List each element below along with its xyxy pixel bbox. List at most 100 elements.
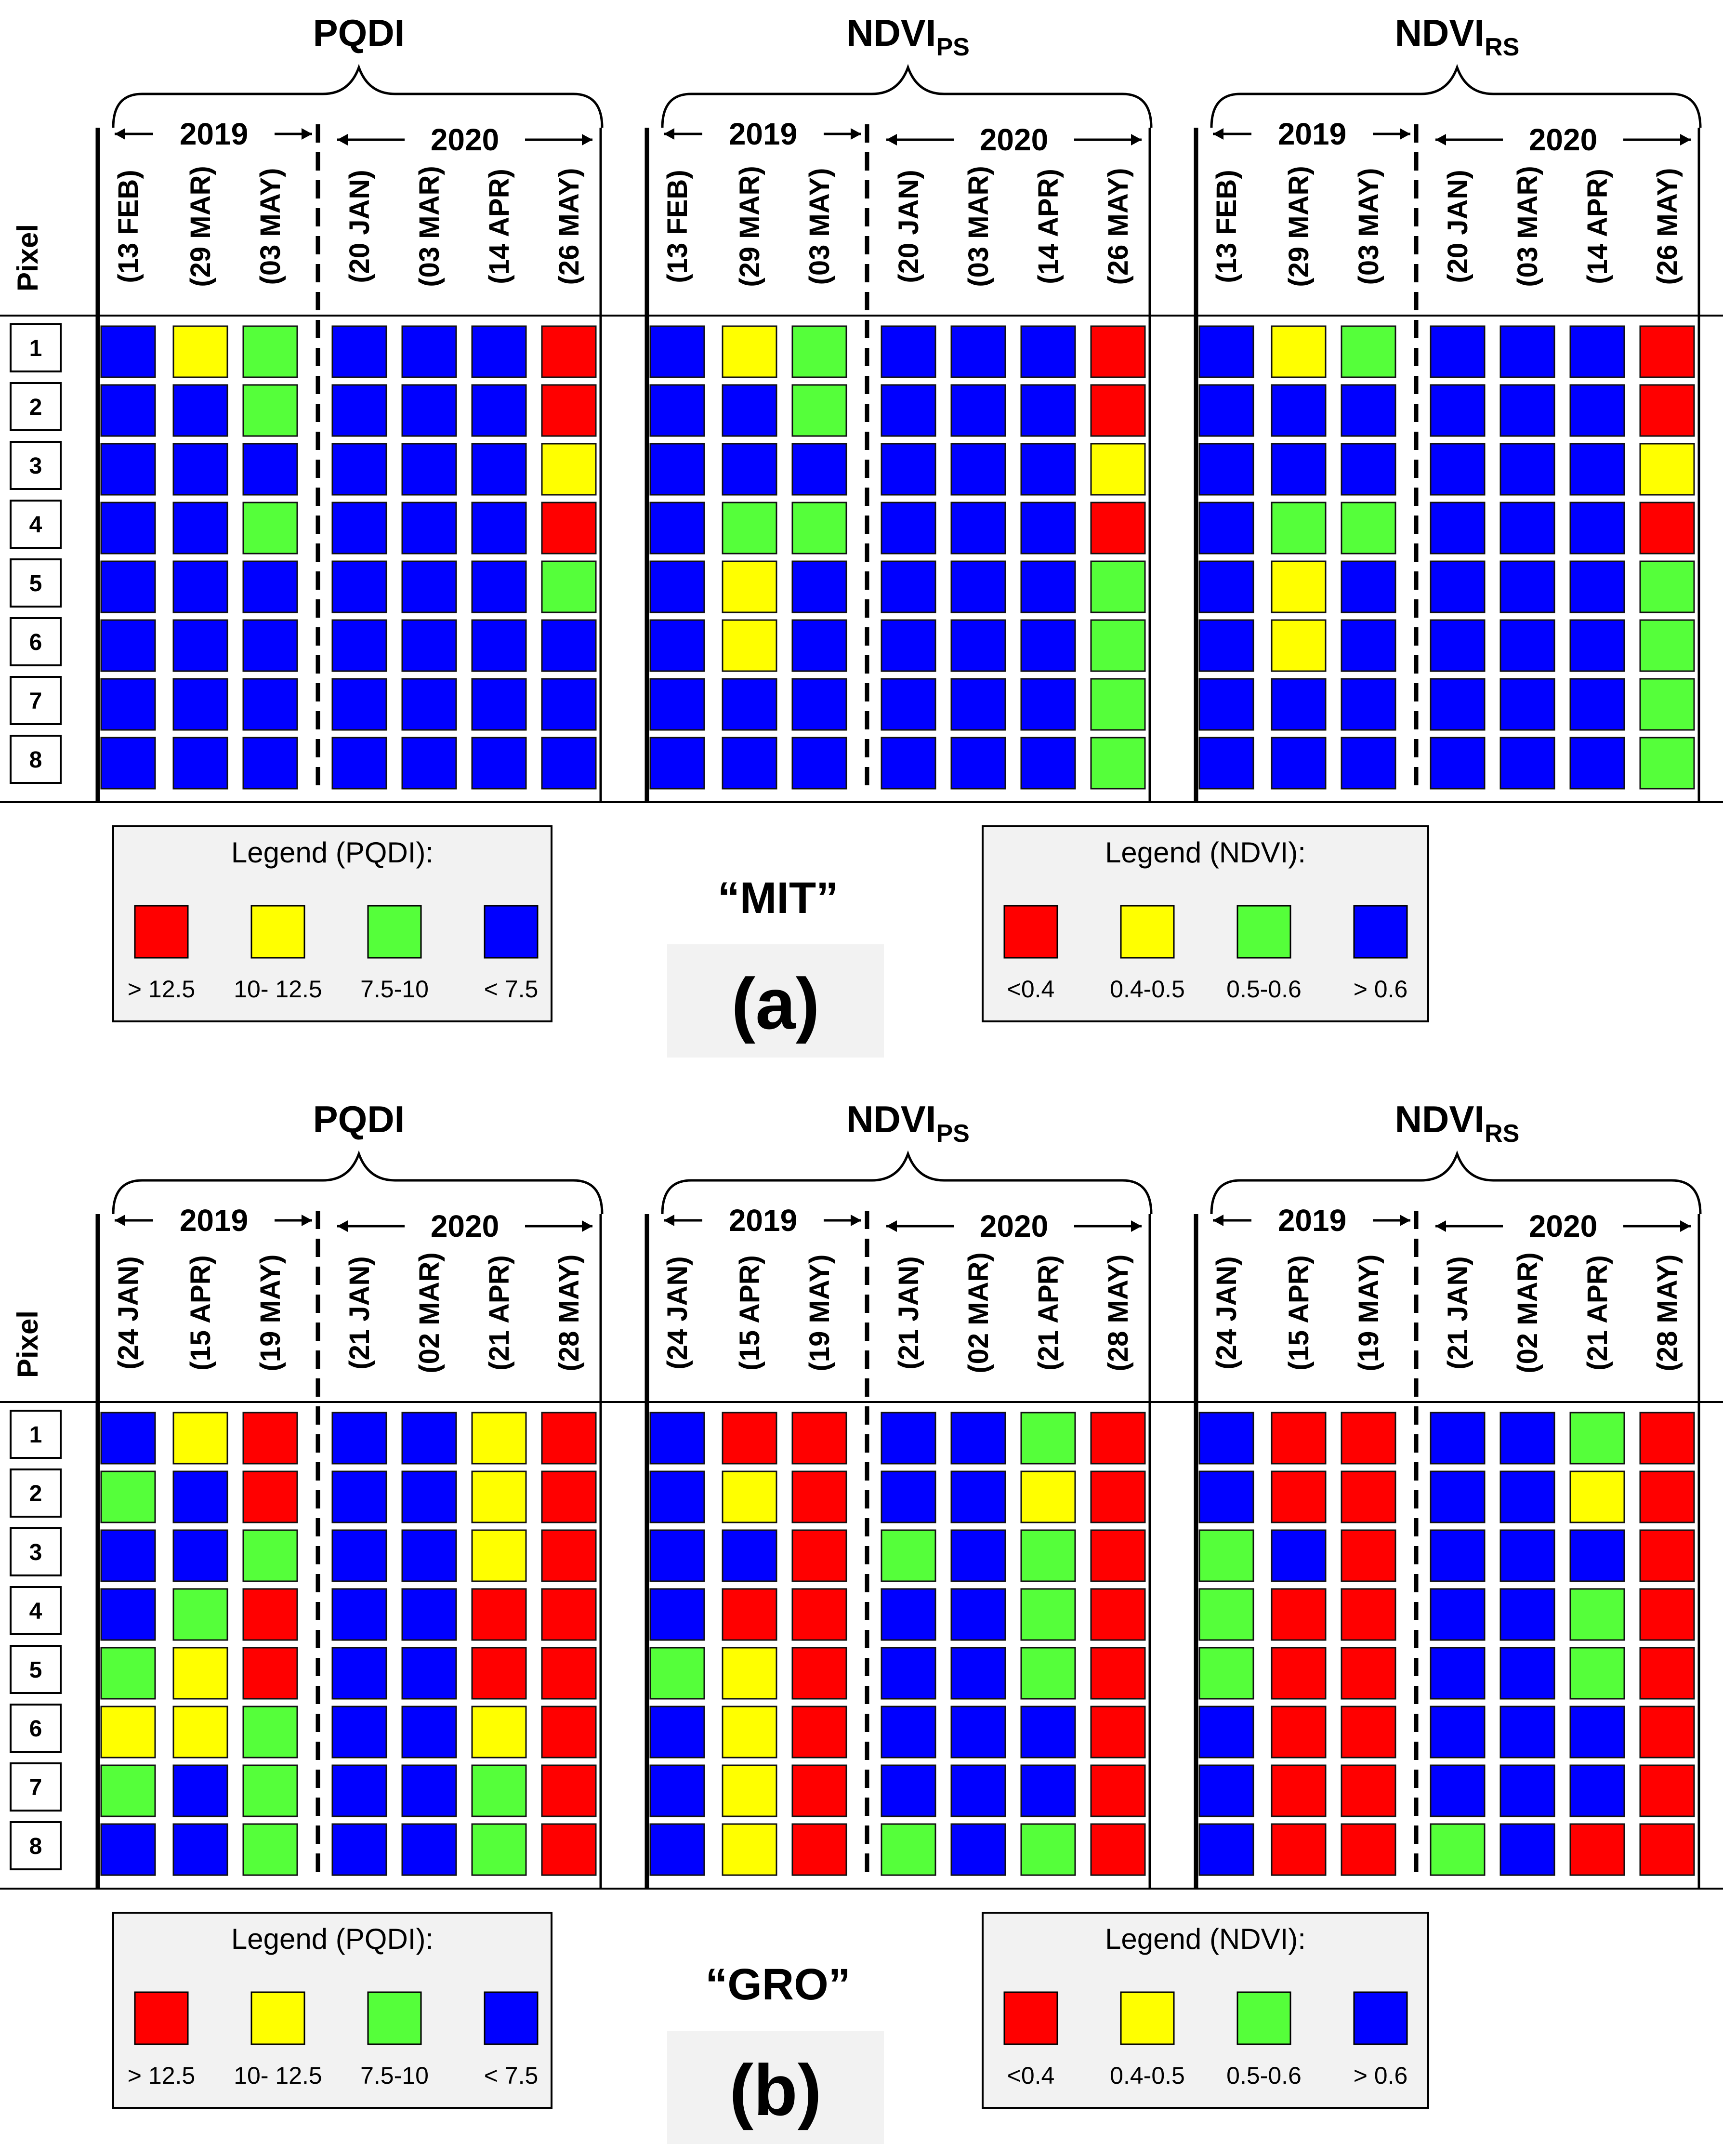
- index-block-0: PQDI 2019 2020 (13 FEB) (29 MAR) (03 MAY) (20 …: [95, 12, 604, 802]
- heatmap-cell: [1198, 1529, 1254, 1582]
- heatmap-cell: [401, 502, 457, 555]
- date-tick-label: (21 APR): [1033, 1255, 1064, 1371]
- heatmap-cell: [881, 1706, 936, 1759]
- heatmap-cell: [471, 1647, 527, 1700]
- pixel-header: Pixel: [12, 1310, 44, 1378]
- heatmap-cell: [722, 1706, 777, 1759]
- heatmap-cell: [1090, 737, 1146, 790]
- date-tick-label: (20 JAN): [344, 170, 375, 283]
- heatmap-cell: [1639, 325, 1695, 378]
- year-2019-arrow-left-head-left: [664, 1215, 674, 1226]
- heatmap-cell: [950, 1706, 1006, 1759]
- date-tick-label: (19 MAY): [1353, 1255, 1384, 1372]
- heatmap-cell: [541, 443, 597, 496]
- date-tick-label: (14 APR): [484, 169, 515, 284]
- heatmap-cell: [331, 1764, 387, 1817]
- heatmap-cell: [1090, 325, 1146, 378]
- heatmap-cell: [100, 737, 156, 790]
- heatmap-cell: [242, 443, 298, 496]
- heatmap-cell: [722, 619, 777, 672]
- heatmap-cell: [722, 384, 777, 437]
- heatmap-cell: [649, 678, 705, 731]
- heatmap-cell: [1090, 1764, 1146, 1817]
- index-block-0: PQDI 2019 2020 (24 JAN) (15 APR) (19 MAY) (21 …: [95, 1098, 604, 1889]
- year-2020-arrow-left-head-left: [886, 1220, 897, 1232]
- legend-label: 10- 12.5: [234, 2062, 322, 2089]
- index-block-2: NDVIRS 2019 2020 (24 JAN) (15 APR) (19 MAY) (2…: [1194, 1098, 1702, 1889]
- legend-swatch: [1353, 905, 1408, 959]
- pixel-number-box: [10, 1645, 62, 1694]
- heatmap-cell: [791, 1706, 847, 1759]
- heatmap-cell: [1499, 1823, 1555, 1876]
- heatmap-cell: [1569, 1647, 1625, 1700]
- heatmap-cell: [172, 619, 228, 672]
- date-tick-label: (24 JAN): [662, 1256, 693, 1369]
- year-2020-arrow-left-head-left: [886, 134, 897, 145]
- heatmap-cell: [1020, 1647, 1076, 1700]
- heatmap-cell: [1090, 1412, 1146, 1465]
- heatmap-cell: [722, 1588, 777, 1641]
- legend-label: > 0.6: [1354, 2062, 1408, 2089]
- legend-swatch: [250, 1991, 305, 2045]
- heatmap-cell: [541, 1412, 597, 1465]
- pixel-number-box: [10, 1704, 62, 1753]
- heatmap-cell: [1020, 1706, 1076, 1759]
- heatmap-cell: [791, 678, 847, 731]
- heatmap-cell: [1639, 1529, 1695, 1582]
- heatmap-cell: [471, 737, 527, 790]
- heatmap-cell: [1020, 1470, 1076, 1523]
- pixel-number-box: [10, 1410, 62, 1459]
- legend-ndvi: Legend (NDVI): <0.4 0.4-0.5 0.5-0.6 > 0.6: [982, 1912, 1429, 2109]
- heatmap-cell: [401, 560, 457, 613]
- pixel-number-box: [10, 558, 62, 608]
- heatmap-cell: [649, 619, 705, 672]
- heatmap-cell: [1499, 1764, 1555, 1817]
- year-label-2019: 2019: [729, 1203, 797, 1238]
- date-tick-label: (13 FEB): [113, 170, 144, 283]
- heatmap-cell: [242, 678, 298, 731]
- heatmap-cell: [242, 1706, 298, 1759]
- date-tick-label: (15 APR): [734, 1255, 765, 1371]
- heatmap-cell: [1499, 560, 1555, 613]
- index-title: NDVIPS: [846, 1098, 970, 1148]
- heatmap-cell: [1430, 1764, 1486, 1817]
- year-label-2020: 2020: [980, 122, 1048, 157]
- panel-label: (a): [731, 963, 819, 1044]
- pixel-number-box: [10, 382, 62, 431]
- legend-swatch: [1353, 1991, 1408, 2045]
- pixel-number: 5: [29, 1657, 42, 1683]
- date-tick-label: (02 MAR): [963, 1252, 994, 1373]
- heatmap-cell: [331, 325, 387, 378]
- pixel-number-box: [10, 676, 62, 725]
- heatmap-cell: [950, 737, 1006, 790]
- heatmap-cell: [649, 737, 705, 790]
- year-label-2020: 2020: [431, 122, 499, 157]
- heatmap-cell: [401, 1764, 457, 1817]
- year-2020-arrow-left-head-left: [337, 134, 348, 145]
- heatmap-cell: [242, 1412, 298, 1465]
- heatmap-cell: [242, 1647, 298, 1700]
- heatmap-cell: [401, 1529, 457, 1582]
- heatmap-cell: [172, 560, 228, 613]
- heatmap-cell: [1499, 619, 1555, 672]
- heatmap-cell: [1198, 1588, 1254, 1641]
- heatmap-cell: [1271, 1823, 1327, 1876]
- heatmap-cell: [722, 1529, 777, 1582]
- heatmap-cell: [1020, 1764, 1076, 1817]
- pixel-number: 3: [29, 1540, 42, 1565]
- date-tick-label: (29 MAR): [1283, 166, 1315, 287]
- heatmap-cell: [1271, 1588, 1327, 1641]
- panel-label-background: [667, 2031, 884, 2144]
- year-2020-arrow-right-head-right: [1131, 134, 1142, 145]
- heatmap-cell: [1090, 1588, 1146, 1641]
- heatmap-cell: [649, 560, 705, 613]
- heatmap-cell: [1499, 737, 1555, 790]
- heatmap-cell: [541, 560, 597, 613]
- heatmap-cell: [791, 1647, 847, 1700]
- heatmap-cell: [1499, 1647, 1555, 1700]
- heatmap-cell: [471, 678, 527, 731]
- date-tick-label: (03 MAY): [804, 168, 835, 285]
- heatmap-cell: [242, 560, 298, 613]
- legend-label: < 7.5: [484, 976, 539, 1003]
